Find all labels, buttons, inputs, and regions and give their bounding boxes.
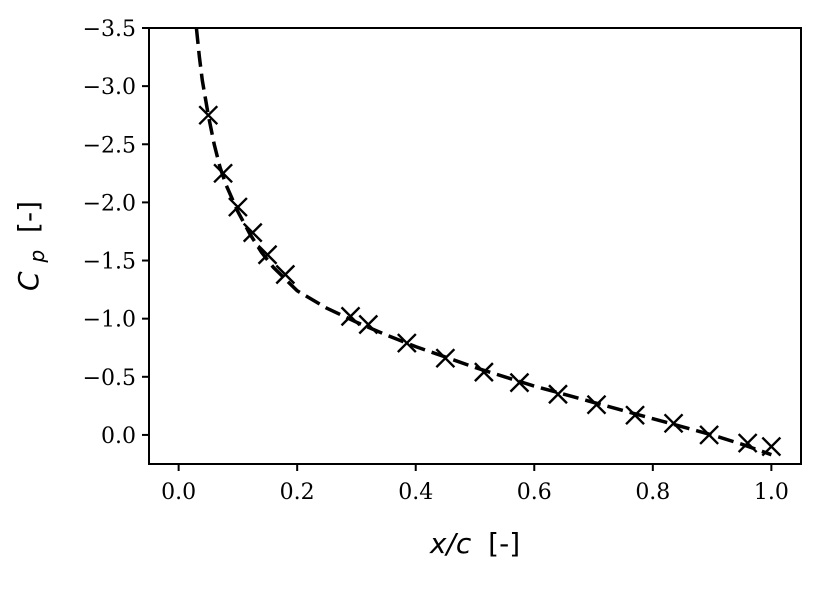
y-axis-label-variable: C	[12, 271, 45, 291]
x-tick-label: 0.8	[635, 480, 670, 505]
cp-dashed-series-line	[194, 27, 772, 457]
x-tick-label: 0.4	[398, 480, 433, 505]
x-marker-point	[586, 394, 607, 415]
x-marker-point	[761, 436, 782, 457]
y-axis-label-subscript: p	[25, 250, 49, 264]
y-tick-label: −2.0	[83, 191, 136, 216]
y-tick-label: −2.5	[83, 133, 136, 158]
x-marker-point	[663, 413, 684, 434]
ticks-layer: 0.0 0.2 0.4 0.6 0.8 1.0 0.0 −0.5 −1.0 −1.5 −2.0 −2.…	[83, 17, 789, 505]
x-marker-point	[242, 222, 263, 243]
x-axis-label-variable: x/c	[429, 527, 472, 560]
x-tick-label: 0.0	[161, 480, 196, 505]
x-marker-point	[625, 405, 645, 426]
x-axis-label-unit: [-]	[488, 527, 520, 560]
y-axis-label-unit: [-]	[12, 201, 45, 233]
x-marker-point	[198, 105, 219, 126]
x-marker-point	[509, 372, 530, 393]
y-tick-label: 0.0	[101, 424, 136, 449]
x-marker-point	[699, 425, 719, 445]
y-tick-label: −1.0	[83, 308, 136, 333]
x-tick-label: 1.0	[754, 480, 789, 505]
x-marker-point	[340, 306, 361, 327]
x-marker-point	[474, 362, 494, 382]
plot-layer	[194, 27, 782, 457]
x-marker-point	[213, 163, 233, 184]
plot-frame	[148, 27, 802, 465]
x-axis-label: x/c [-]	[429, 527, 520, 560]
y-tick-label: −1.5	[83, 250, 136, 275]
y-tick-label: −3.0	[83, 75, 136, 100]
x-tick-label: 0.2	[280, 480, 315, 505]
y-tick-label: −3.5	[83, 17, 136, 42]
x-marker-point	[257, 244, 278, 265]
x-marker-point	[358, 314, 379, 335]
y-tick-label: −0.5	[83, 366, 136, 391]
x-marker-point	[396, 333, 417, 353]
x-marker-point	[228, 197, 248, 217]
x-marker-point	[548, 384, 568, 405]
y-axis-label: C p [-]	[12, 201, 51, 291]
x-marker-point	[275, 264, 296, 285]
x-tick-label: 0.6	[517, 480, 552, 505]
x-marker-point	[435, 348, 456, 369]
x-marker-point	[737, 433, 758, 453]
